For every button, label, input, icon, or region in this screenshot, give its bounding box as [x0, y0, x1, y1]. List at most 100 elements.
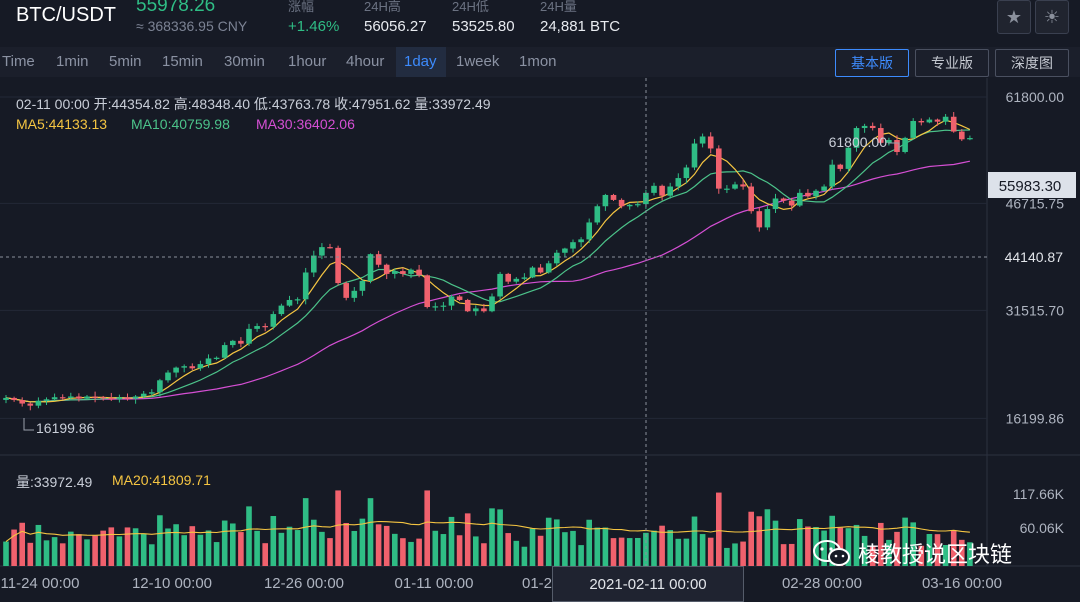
pro-view-button[interactable]: 专业版: [915, 49, 989, 77]
volume-bar: [19, 522, 25, 566]
candle-body: [805, 192, 811, 197]
volume-bar: [756, 516, 763, 566]
depth-chart-button[interactable]: 深度图: [995, 49, 1069, 77]
tab-time[interactable]: Time: [2, 53, 35, 70]
candle-body: [327, 247, 333, 249]
volume-bar: [764, 509, 771, 566]
tab-1min[interactable]: 1min: [56, 53, 89, 70]
crosshair-price-tag-bg: [988, 245, 1080, 269]
candle-body: [270, 314, 277, 327]
volume-bar: [626, 538, 633, 566]
basic-view-button[interactable]: 基本版: [835, 49, 909, 77]
volume-bar: [140, 533, 147, 566]
tab-5min[interactable]: 5min: [109, 53, 142, 70]
volume-bar: [707, 537, 714, 566]
volume-bar: [716, 492, 722, 566]
volume-bar: [173, 524, 179, 566]
volume-bar: [351, 530, 358, 566]
candle-body: [11, 397, 17, 401]
low-annotation: 16199.86: [36, 420, 95, 436]
volume-bar: [319, 531, 325, 566]
volume-bar: [853, 524, 860, 566]
theme-toggle-button[interactable]: ☀: [1035, 0, 1069, 34]
volume-bar: [934, 534, 941, 566]
candle-body: [667, 186, 673, 196]
volume-bar: [448, 516, 455, 566]
volume-bar: [861, 535, 868, 566]
volume-bar: [788, 543, 795, 566]
price-axis-label: 61800.00: [1006, 89, 1065, 105]
candle-body: [416, 269, 422, 276]
candle-body: [197, 364, 204, 369]
ohlc-readout: 02-11 00:00 开:44354.82 高:48348.40 低:4376…: [16, 96, 491, 112]
tab-1mon[interactable]: 1mon: [519, 53, 557, 70]
candle-body: [691, 143, 698, 168]
candle-body: [529, 267, 536, 278]
volume-bar: [84, 539, 90, 566]
candle-body: [651, 185, 657, 193]
candle-body: [926, 119, 933, 123]
trading-pair[interactable]: BTC/USDT: [16, 4, 116, 26]
candle-body: [294, 299, 301, 301]
candle-body: [311, 255, 317, 273]
candle-body: [432, 306, 439, 308]
volume-bar: [805, 526, 811, 566]
time-axis-label: 01-2: [522, 575, 552, 592]
candle-body: [821, 186, 827, 191]
candle-body: [205, 358, 212, 365]
candle-body: [813, 190, 819, 197]
candle-body: [716, 148, 722, 189]
volume-bar: [529, 528, 536, 566]
volume-bar: [473, 536, 479, 566]
tab-15min[interactable]: 15min: [162, 53, 203, 70]
candle-body: [92, 396, 98, 398]
volume-bar: [562, 532, 568, 566]
volume-bar: [926, 533, 933, 566]
volume-bar: [238, 532, 244, 566]
volume-label: 24H量: [540, 0, 577, 14]
candle-body: [440, 305, 447, 307]
low-value: 53525.80: [452, 18, 515, 35]
volume-bar: [424, 490, 430, 566]
volume-bar: [116, 536, 123, 566]
volume-bar: [3, 541, 9, 566]
volume-bar: [149, 544, 155, 566]
candle-body: [959, 131, 965, 140]
volume-bar: [489, 508, 495, 566]
ma5-line: [5, 119, 971, 403]
favorite-button[interactable]: ★: [997, 0, 1031, 34]
volume-bar: [197, 534, 204, 566]
ticker-header: BTC/USDT 55978.26 ≈ 368336.95 CNY 涨幅 +1.…: [0, 0, 1080, 44]
ma5-readout: MA5:44133.13: [16, 116, 108, 132]
candle-body: [878, 128, 884, 143]
tab-30min[interactable]: 30min: [224, 53, 265, 70]
volume-bar: [659, 525, 665, 566]
volume-bar: [51, 537, 58, 566]
low-label: 24H低: [452, 0, 489, 14]
candle-body: [772, 198, 779, 210]
ma10-line: [5, 129, 970, 403]
tab-1day[interactable]: 1day: [404, 53, 437, 70]
volume-bar: [400, 538, 406, 566]
volume-bar: [464, 513, 471, 566]
candle-body: [837, 164, 844, 169]
volume-bar: [643, 532, 649, 566]
candle-body: [626, 204, 633, 207]
time-axis-label: 12-26 00:00: [264, 575, 344, 592]
volume-bar: [554, 519, 560, 566]
crosshair-price-tag: 44140.87: [1005, 249, 1064, 265]
candle-body: [27, 403, 34, 406]
candle-body: [521, 277, 528, 279]
volume-bar: [886, 539, 892, 566]
time-axis-label: 12-10 00:00: [132, 575, 212, 592]
price-axis-label: 31515.70: [1006, 302, 1065, 318]
tab-1week[interactable]: 1week: [456, 53, 500, 70]
candle-body: [586, 222, 592, 240]
candle-body: [254, 326, 260, 329]
candle-body: [829, 164, 835, 187]
tab-1hour[interactable]: 1hour: [288, 53, 327, 70]
candle-body: [116, 397, 123, 400]
candle-body: [489, 296, 495, 312]
tab-4hour[interactable]: 4hour: [346, 53, 385, 70]
